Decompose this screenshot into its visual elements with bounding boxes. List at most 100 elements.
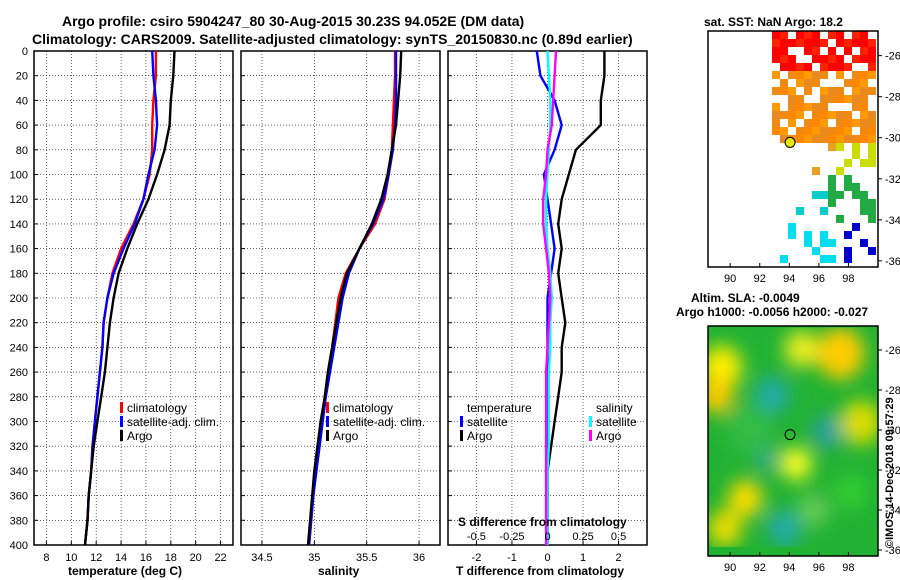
x-tick-label: 18 — [165, 552, 177, 564]
s-tick-label: 0 — [544, 531, 550, 543]
sst-cell — [836, 135, 844, 143]
sst-cell — [828, 63, 836, 71]
sst-cell — [812, 55, 820, 63]
sst-cell — [788, 119, 796, 127]
sst-cell — [804, 39, 812, 47]
sst-cell — [772, 71, 780, 79]
sst-cell — [860, 119, 868, 127]
sst-cell — [772, 127, 780, 135]
legend-temperature-heading: temperature — [467, 401, 532, 415]
x-tick-label: 0 — [544, 552, 550, 564]
difference-legend-temperature: temperature satellite Argo — [460, 401, 532, 443]
sst-cell — [820, 127, 828, 135]
sla-map-ticks: 90 92 94 96 98 -26 -28 -30 -32 -34 -36 — [724, 345, 900, 574]
sla-map-title-2: Argo h1000: -0.0056 h2000: -0.027 — [676, 305, 868, 319]
lat-tick-label: -28 — [885, 92, 900, 104]
sst-cell — [804, 87, 812, 95]
sst-cell — [812, 103, 820, 111]
sst-cell — [836, 127, 844, 135]
sla-anomaly — [811, 415, 843, 449]
sst-cell — [780, 63, 788, 71]
sst-cell — [852, 119, 860, 127]
sst-cell — [820, 71, 828, 79]
sst-cell — [868, 135, 876, 143]
sst-cell — [868, 55, 876, 63]
sst-cell — [820, 239, 828, 247]
sst-cell — [828, 183, 836, 191]
sla-argo-position-marker — [784, 429, 796, 441]
sst-cell — [828, 175, 836, 183]
sst-cell — [836, 143, 844, 151]
sst-cell — [788, 55, 796, 63]
legend-argo: Argo — [127, 429, 153, 443]
depth-tick-label: 60 — [16, 120, 28, 132]
depth-tick-label: 0 — [22, 46, 28, 58]
sst-cell — [820, 103, 828, 111]
s-tick-label: -0.25 — [499, 531, 524, 543]
lat-tick-label: -32 — [885, 174, 900, 186]
t-difference-label: T difference from climatology — [456, 564, 624, 578]
sst-cell — [868, 159, 876, 167]
sst-cell — [860, 239, 868, 247]
sst-cell — [868, 151, 876, 159]
legend-t-satellite: satellite — [467, 415, 508, 429]
sla-anomaly — [833, 473, 868, 510]
sst-cell — [780, 135, 788, 143]
sst-cell — [828, 127, 836, 135]
depth-tick-label: 160 — [10, 244, 28, 256]
s-tick-label: -0.5 — [467, 531, 486, 543]
sst-cell — [796, 95, 804, 103]
x-tick-label: 8 — [43, 552, 49, 564]
sst-cell — [820, 55, 828, 63]
series-line-s-argo — [542, 51, 558, 545]
legend-swatch-t-satellite — [460, 416, 463, 427]
sst-cell — [812, 247, 820, 255]
sst-cell — [868, 215, 876, 223]
lon-tick-label: 98 — [842, 273, 854, 285]
sst-cell — [796, 127, 804, 135]
sst-cell — [788, 71, 796, 79]
depth-tick-label: 220 — [10, 318, 28, 330]
legend-climatology: climatology — [333, 401, 393, 415]
depth-tick-label: 40 — [16, 95, 28, 107]
sst-cell — [812, 31, 820, 39]
sst-cell — [844, 175, 852, 183]
sla-anomaly-blobs — [708, 327, 878, 547]
sst-cell — [836, 31, 844, 39]
sst-cell — [796, 39, 804, 47]
lon-tick-label: 90 — [724, 562, 736, 574]
sla-anomaly — [781, 447, 812, 481]
lon-tick-label: 90 — [724, 273, 736, 285]
sst-cell — [844, 79, 852, 87]
temperature-legend: climatology satellite-adj. clim. Argo — [120, 401, 219, 443]
sst-cell — [860, 135, 868, 143]
sst-cell — [796, 135, 804, 143]
legend-swatch-argo — [326, 430, 329, 441]
sst-cell — [860, 95, 868, 103]
sst-cell — [796, 63, 804, 71]
sst-cell — [780, 31, 788, 39]
difference-legend-salinity: salinity satellite Argo — [589, 401, 637, 443]
sst-cell — [852, 143, 860, 151]
sst-cell — [844, 63, 852, 71]
sst-cell — [812, 47, 820, 55]
sst-cell — [804, 47, 812, 55]
sst-cell — [796, 79, 804, 87]
x-tick-label: 1 — [580, 552, 586, 564]
sst-cell — [804, 239, 812, 247]
sst-cell — [844, 39, 852, 47]
x-tick-label: 12 — [90, 552, 102, 564]
sst-cell — [788, 39, 796, 47]
depth-tick-label: 400 — [10, 540, 28, 552]
sst-cell — [868, 143, 876, 151]
temperature-x-ticks: 8 10 12 14 16 18 20 22 — [43, 552, 226, 564]
sst-cell — [828, 135, 836, 143]
sst-cell — [852, 55, 860, 63]
legend-swatch-satellite — [326, 416, 329, 427]
sst-cell — [836, 55, 844, 63]
sst-cell — [812, 135, 820, 143]
depth-tick-label: 300 — [10, 417, 28, 429]
legend-swatch-t-argo — [460, 430, 463, 441]
sst-cell — [860, 71, 868, 79]
sst-cell — [828, 255, 836, 263]
